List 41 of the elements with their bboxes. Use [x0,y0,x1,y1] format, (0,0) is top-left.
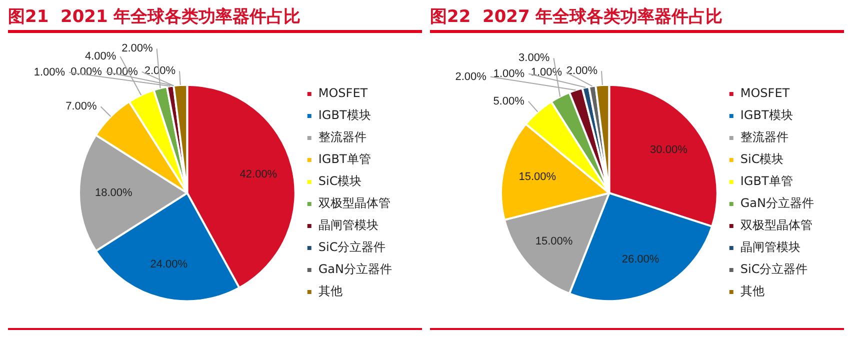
data-label: 2.00% [455,70,487,83]
legend-label: 其他 [740,284,764,298]
chart-title: 图21 2021 年全球各类功率器件占比 [8,4,422,33]
data-label: 1.00% [493,68,525,80]
legend-label: 整流器件 [740,130,788,144]
data-label: 26.00% [622,254,660,266]
legend-label: IGBT模块 [318,108,371,122]
legend-label: 其他 [318,284,342,298]
legend-label: 双极型晶体管 [740,218,812,232]
data-label: 15.00% [535,236,573,248]
data-label: 4.00% [84,50,116,62]
data-label: 18.00% [94,187,132,200]
data-label: 42.00% [240,168,278,181]
data-label: 3.00% [518,52,550,64]
legend-label: IGBT单管 [740,174,793,188]
text: 0.00% [70,66,102,78]
legend-label: SiC模块 [740,152,784,166]
data-label: 7.00% [66,100,98,113]
legend-label: MOSFET [740,86,790,100]
legend-label: IGBT模块 [740,108,793,122]
data-label: 1.00% [34,66,66,78]
data-label: 2.00% [122,42,154,55]
data-label: 24.00% [150,258,188,270]
data-label: 30.00% [650,144,688,156]
legend-label: 晶闸管模块 [740,240,800,254]
legend-label: GaN分立器件 [318,262,392,276]
legend-label: 整流器件 [318,130,366,144]
legend-label: SiC分立器件 [318,240,386,254]
data-label: 2.00% [144,65,176,78]
legend-label: 双极型晶体管 [318,196,390,210]
legend-label: GaN分立器件 [740,196,814,210]
legend-label: IGBT单管 [318,152,371,166]
legend-label: SiC分立器件 [740,262,808,276]
legend-label: SiC模块 [318,174,362,188]
data-label: 15.00% [518,170,556,183]
data-label: 5.00% [493,95,525,108]
chart-title: 图22 2027 年全球各类功率器件占比 [430,4,844,33]
legend-label: 晶闸管模块 [318,218,378,232]
data-label: 2.00% [566,65,598,78]
legend-label: MOSFET [318,86,368,100]
text: 0.00% [106,66,138,78]
